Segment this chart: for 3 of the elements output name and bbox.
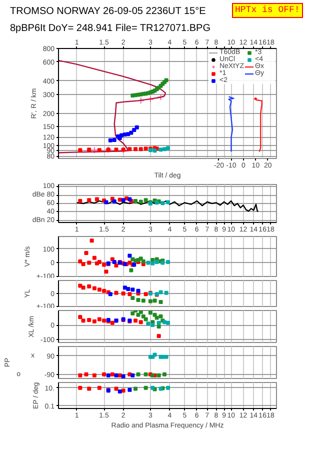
chart-subtitle: 8pBP6It DoY= 248.941 File= TR127071.BPG (10, 23, 211, 34)
text: HPTx is OFF! (232, 3, 303, 18)
chart-title: TROMSO NORWAY 26-09-05 2236UT 15°E (10, 6, 206, 17)
